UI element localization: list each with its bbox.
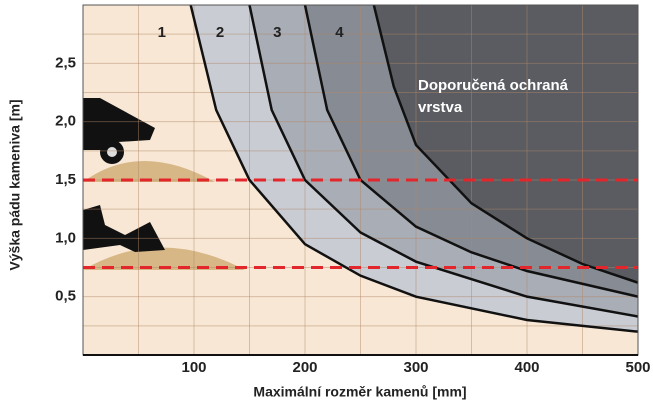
zone-label: 4 — [335, 24, 344, 41]
y-tick-label: 2,0 — [55, 113, 76, 130]
annotation: Doporučená ochraná — [418, 77, 569, 94]
x-tick-label: 100 — [181, 359, 206, 376]
x-tick-label: 500 — [625, 359, 650, 376]
plot-layer: 1 2 3 4 — [83, 5, 638, 355]
y-tick-label: 1,0 — [55, 229, 76, 246]
y-tick-label: 2,5 — [55, 54, 76, 71]
y-tick-label: 1,5 — [55, 171, 76, 188]
annotation: vrstva — [418, 99, 463, 116]
zone-label: 1 — [158, 24, 166, 41]
x-tick-label: 300 — [403, 359, 428, 376]
x-axis-label: Maximální rozměr kamenů [mm] — [253, 384, 466, 400]
sand-pile — [83, 247, 245, 270]
curve — [189, 5, 638, 333]
x-tick-label: 200 — [292, 359, 317, 376]
curve — [372, 5, 638, 284]
zone-label: 2 — [216, 24, 224, 41]
sand-pile — [83, 161, 215, 182]
zone-label: 3 — [273, 24, 281, 41]
y-axis-label: Výška pádu kameniva [m] — [7, 99, 23, 270]
truck — [83, 98, 155, 150]
x-tick-label: 400 — [514, 359, 539, 376]
loader — [83, 205, 165, 252]
hub — [107, 147, 117, 157]
illustration — [83, 98, 245, 270]
zone — [373, 5, 638, 283]
curve — [248, 5, 638, 318]
y-tick-label: 0,5 — [55, 288, 76, 305]
curve — [303, 5, 638, 298]
